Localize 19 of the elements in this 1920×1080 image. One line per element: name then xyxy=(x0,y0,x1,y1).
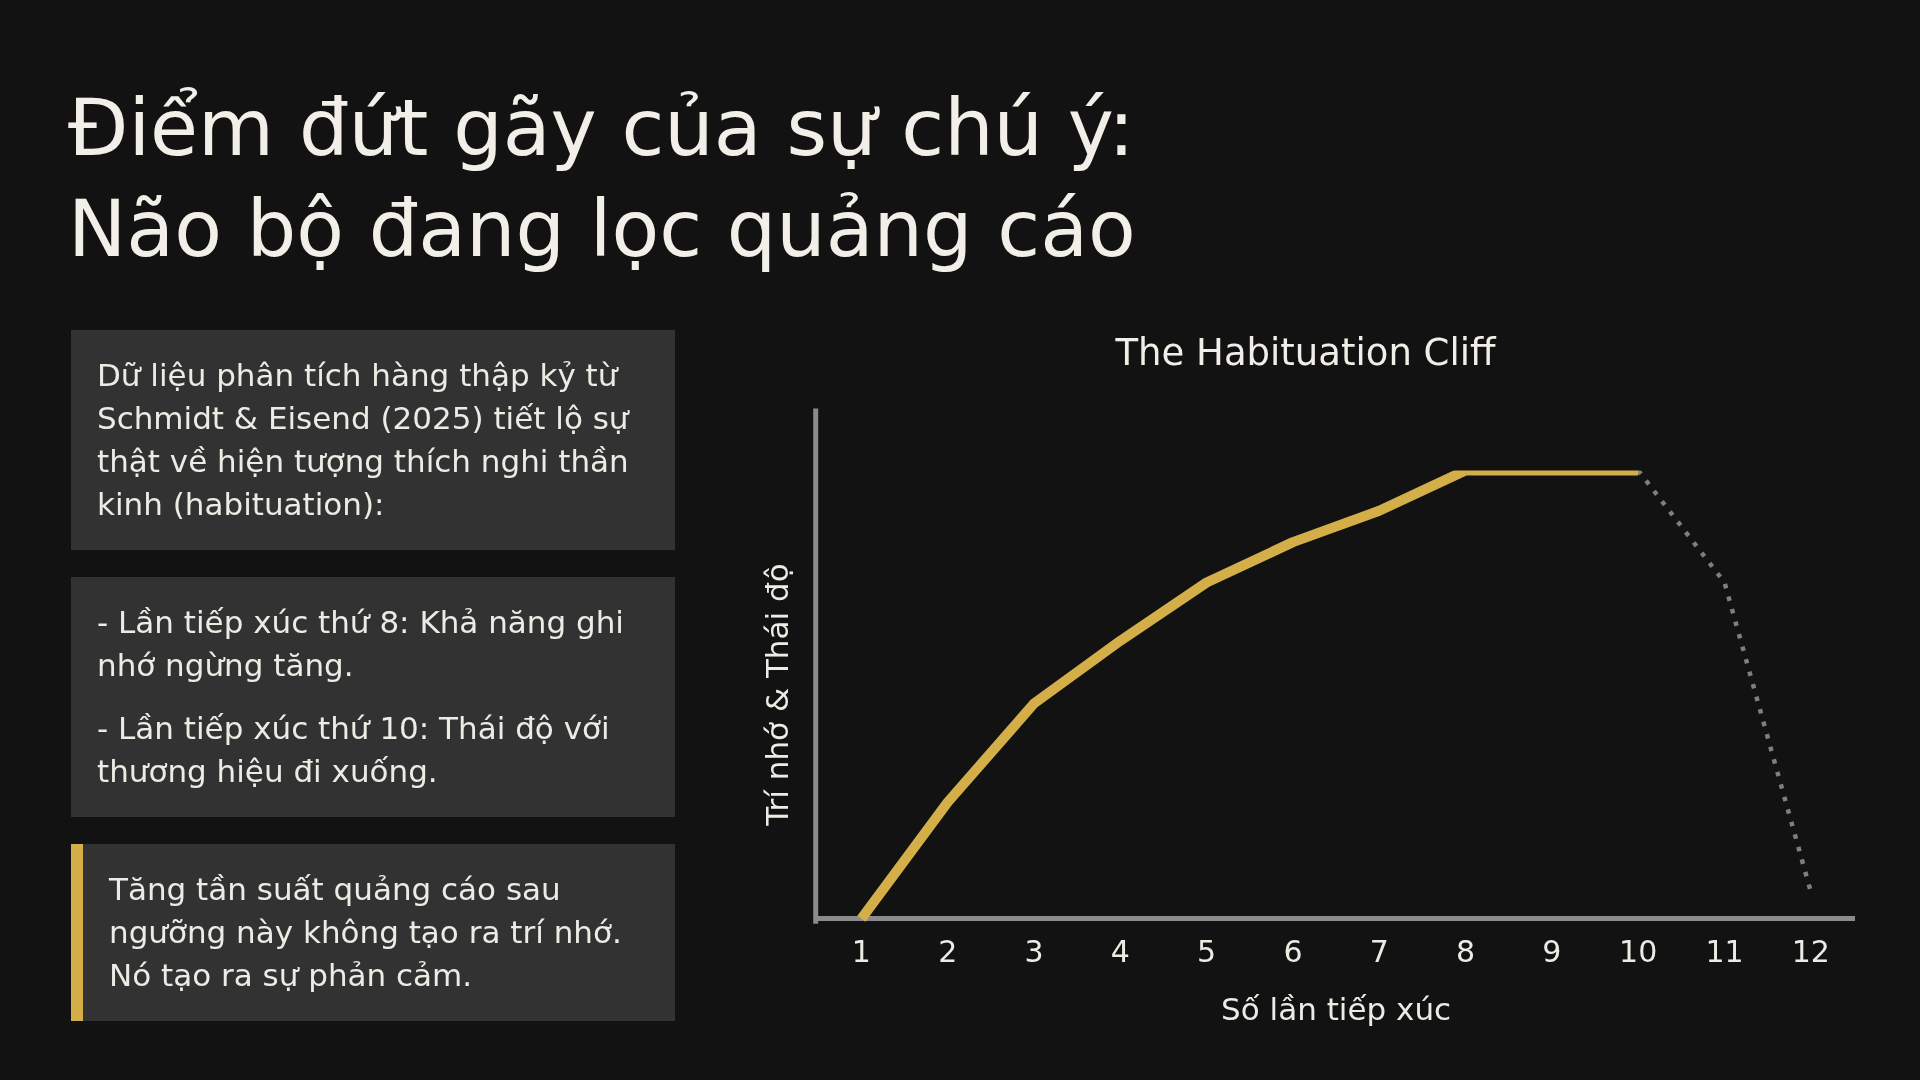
x-tick-label: 10 xyxy=(1619,933,1658,969)
x-tick-label: 2 xyxy=(938,933,958,969)
x-tick-label: 8 xyxy=(1456,933,1476,969)
x-tick-label: 7 xyxy=(1369,933,1389,969)
x-tick-label: 5 xyxy=(1197,933,1217,969)
x-tick-label: 9 xyxy=(1542,933,1562,969)
text: - Lần tiếp xúc thứ 8: Khả năng ghi nhớ ngừng tăng. - Lần tiếp xúc thứ 10: Thái độ với thương hiệu đi xuống. xyxy=(97,603,625,791)
x-tick-label: 12 xyxy=(1791,933,1830,969)
x-tick-label: 6 xyxy=(1283,933,1303,969)
text: Điểm đứt gãy của sự chú ý: Não bộ đang lọc quảng cáo xyxy=(68,82,1137,276)
x-tick-label: 4 xyxy=(1110,933,1130,969)
x-tick-label: 3 xyxy=(1024,933,1044,969)
x-tick-label: 11 xyxy=(1705,933,1744,969)
text: Dữ liệu phân tích hàng thập kỷ từ Schmidt & Eisend (2025) tiết lộ sự thật về hiện tượng thích nghi thần kinh (habituation): xyxy=(97,356,631,524)
chart-title: The Habituation Cliff xyxy=(1114,330,1497,374)
y-axis-title: Trí nhớ & Thái độ xyxy=(758,563,795,827)
text: Tăng tần suất quảng cáo sau ngưỡng này không tạo ra trí nhớ. Nó tạo ra sự phản cảm. xyxy=(109,870,623,995)
x-axis-title: Số lần tiếp xúc xyxy=(1221,991,1452,1028)
x-tick-label: 1 xyxy=(851,933,871,969)
